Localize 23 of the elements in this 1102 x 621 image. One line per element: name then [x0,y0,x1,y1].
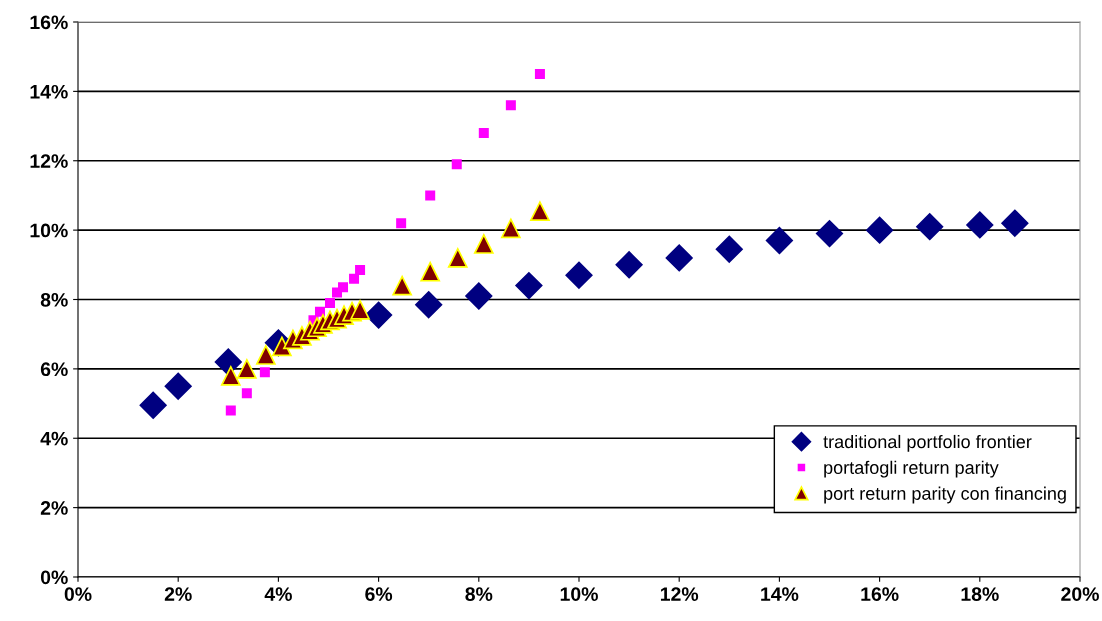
y-tick-label: 8% [40,292,68,307]
x-tick-label: 18% [961,587,999,601]
x-tick-label: 8% [465,587,493,601]
legend-label: traditional portfolio frontier [823,434,1032,452]
y-tick-label: 10% [30,223,68,238]
x-tick-label: 0% [64,587,92,601]
x-tick-label: 12% [660,587,699,601]
legend-label: portafogli return parity [824,460,999,478]
x-tick-label: 20% [1061,587,1099,601]
y-tick-label: 4% [40,431,68,446]
y-tick-label: 6% [40,362,68,377]
y-tick-label: 0% [40,570,68,585]
y-tick-label: 12% [30,154,68,168]
x-tick-label: 4% [264,587,292,601]
x-tick-label: 14% [761,587,799,601]
legend-label: port return parity con financing [824,486,1066,504]
x-tick-label: 6% [365,587,393,601]
y-tick-label: 2% [40,501,68,515]
x-tick-label: 2% [164,587,192,601]
x-tick-label: 16% [861,587,899,601]
y-tick-label: 16% [30,15,68,30]
y-tick-label: 14% [30,84,68,99]
x-tick-label: 10% [560,587,598,601]
